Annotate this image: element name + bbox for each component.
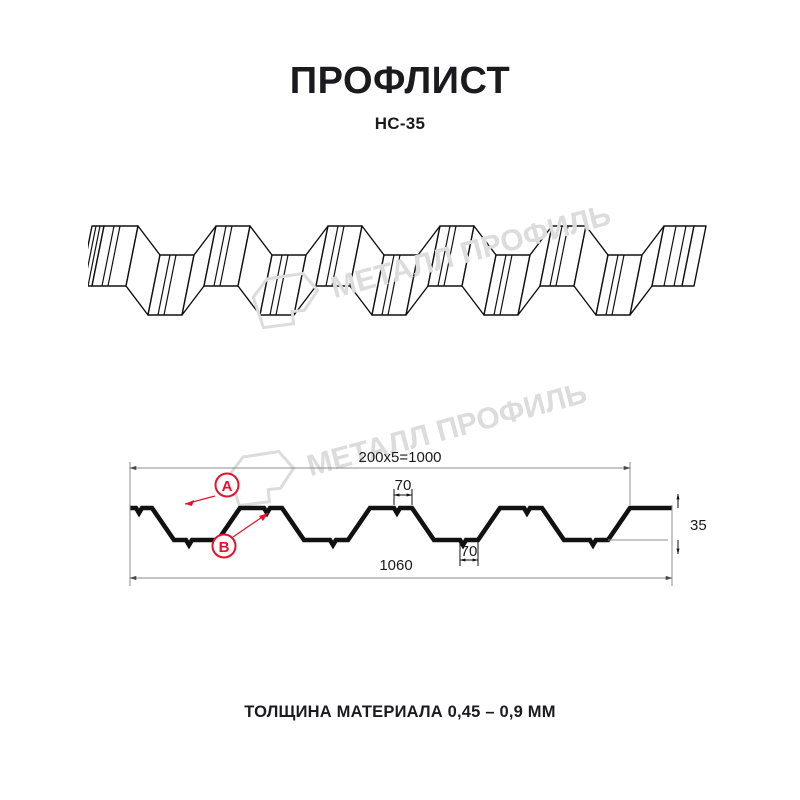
dimension-label-pitch-total: 200x5=1000	[359, 449, 442, 466]
callout-a[interactable]: A	[184, 472, 240, 507]
watermark-text-2: МЕТАЛЛ ПРОФИЛЬ	[304, 377, 591, 483]
dimension-label-overall: 1060	[379, 557, 412, 574]
page-subtitle: НС-35	[374, 113, 426, 133]
iso-right-edge	[651, 225, 707, 287]
callout-a-label: A	[222, 478, 233, 495]
profile-outline	[130, 505, 672, 550]
title-block: ПРОФЛИСТ НС-35	[0, 60, 800, 134]
dimension-bottom-flat: 70	[459, 542, 479, 566]
dimension-label-bottom-flat: 70	[461, 543, 478, 560]
dimension-height: 35	[676, 493, 707, 555]
witness-lines	[129, 462, 673, 586]
callout-b[interactable]: B	[211, 512, 269, 559]
callout-b-label: B	[219, 539, 230, 556]
watermark-section: МЕТАЛЛ ПРОФИЛЬ	[227, 377, 591, 508]
iso-sheet-body	[88, 225, 707, 316]
dimension-label-top-flat: 70	[395, 477, 412, 494]
page-title: ПРОФЛИСТ	[289, 60, 511, 102]
dimension-pitch-total: 200x5=1000	[129, 449, 631, 471]
watermark-text: МЕТАЛЛ ПРОФИЛЬ	[328, 199, 615, 305]
material-thickness-text: ТОЛЩИНА МАТЕРИАЛА 0,45 – 0,9 ММ	[244, 703, 556, 721]
footer-block: ТОЛЩИНА МАТЕРИАЛА 0,45 – 0,9 ММ	[0, 703, 800, 722]
watermark-iso: МЕТАЛЛ ПРОФИЛЬ	[251, 199, 615, 330]
iso-left-edge	[88, 225, 105, 287]
dimension-overall: 1060	[129, 557, 673, 581]
dimension-top-flat: 70	[393, 477, 413, 505]
dimension-label-height: 35	[690, 517, 707, 534]
